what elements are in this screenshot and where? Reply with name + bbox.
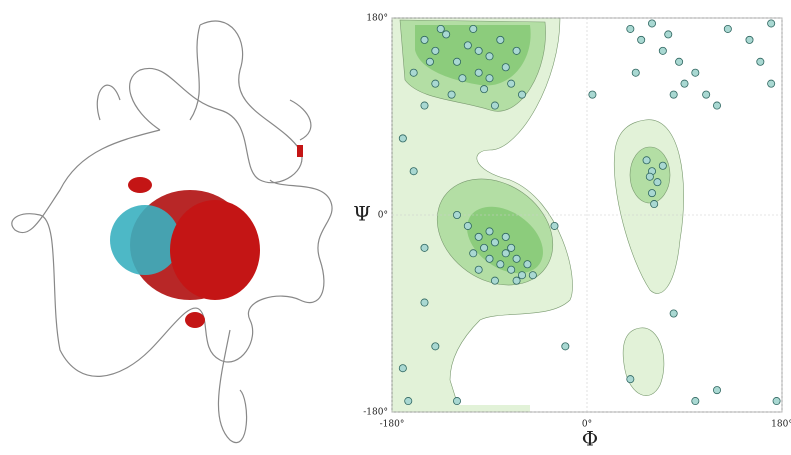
data-point — [502, 64, 509, 71]
data-point — [651, 200, 658, 207]
data-point — [675, 58, 682, 65]
data-point — [421, 36, 428, 43]
data-point — [659, 47, 666, 54]
data-point — [443, 31, 450, 38]
data-point — [399, 365, 406, 372]
data-point — [453, 58, 460, 65]
data-point — [513, 255, 520, 262]
data-point — [513, 47, 520, 54]
data-point — [773, 397, 780, 404]
data-point — [475, 69, 482, 76]
data-point — [513, 277, 520, 284]
x-tick-label: -180° — [380, 420, 405, 430]
data-point — [562, 343, 569, 350]
data-point — [453, 211, 460, 218]
data-point — [470, 250, 477, 257]
protein-structure — [12, 21, 332, 443]
data-point — [638, 36, 645, 43]
data-point — [421, 244, 428, 251]
data-point — [502, 250, 509, 257]
data-point — [486, 75, 493, 82]
figure: Φ Ψ -180° 0° 180° -180° 0° 180° — [0, 0, 791, 455]
data-point — [589, 91, 596, 98]
data-point — [497, 261, 504, 268]
data-point — [724, 25, 731, 32]
data-point — [768, 80, 775, 87]
data-point — [459, 75, 466, 82]
data-point — [670, 91, 677, 98]
data-point — [432, 47, 439, 54]
data-point — [508, 244, 515, 251]
data-point — [448, 91, 455, 98]
data-point — [480, 244, 487, 251]
data-point — [491, 277, 498, 284]
y-tick-label: 180° — [366, 14, 388, 24]
data-point — [665, 31, 672, 38]
data-point — [703, 91, 710, 98]
y-axis-label: Ψ — [353, 202, 371, 226]
data-point — [654, 179, 661, 186]
data-point — [713, 387, 720, 394]
x-tick-label: 180° — [771, 420, 791, 430]
data-point — [551, 222, 558, 229]
data-point — [480, 86, 487, 93]
data-point — [437, 25, 444, 32]
data-point — [475, 266, 482, 273]
data-point — [508, 80, 515, 87]
data-point — [648, 20, 655, 27]
data-point — [692, 69, 699, 76]
data-point — [399, 135, 406, 142]
data-point — [486, 255, 493, 262]
y-tick-label: -180° — [363, 408, 388, 418]
data-point — [491, 239, 498, 246]
data-point — [757, 58, 764, 65]
data-point — [497, 36, 504, 43]
data-point — [681, 80, 688, 87]
data-point — [648, 190, 655, 197]
data-point — [502, 233, 509, 240]
data-point — [627, 376, 634, 383]
x-tick-label: 0° — [582, 420, 592, 430]
data-point — [486, 228, 493, 235]
data-point — [524, 261, 531, 268]
data-point — [643, 157, 650, 164]
data-point — [432, 80, 439, 87]
data-point — [627, 25, 634, 32]
data-point — [632, 69, 639, 76]
data-point — [713, 102, 720, 109]
data-point — [659, 162, 666, 169]
data-point — [491, 102, 498, 109]
data-point — [470, 25, 477, 32]
data-point — [426, 58, 433, 65]
data-point — [464, 42, 471, 49]
data-point — [410, 168, 417, 175]
data-point — [529, 272, 536, 279]
data-point — [518, 91, 525, 98]
data-point — [768, 20, 775, 27]
data-point — [692, 397, 699, 404]
data-point — [670, 310, 677, 317]
data-point — [421, 299, 428, 306]
data-point — [453, 397, 460, 404]
data-point — [646, 173, 653, 180]
x-axis-label: Φ — [582, 427, 598, 451]
data-point — [421, 102, 428, 109]
data-point — [486, 53, 493, 60]
data-point — [518, 272, 525, 279]
data-point — [475, 47, 482, 54]
data-point — [746, 36, 753, 43]
data-point — [508, 266, 515, 273]
data-point — [405, 397, 412, 404]
data-point — [432, 343, 439, 350]
y-tick-label: 0° — [378, 211, 388, 221]
data-point — [410, 69, 417, 76]
data-point — [475, 233, 482, 240]
data-point — [464, 222, 471, 229]
